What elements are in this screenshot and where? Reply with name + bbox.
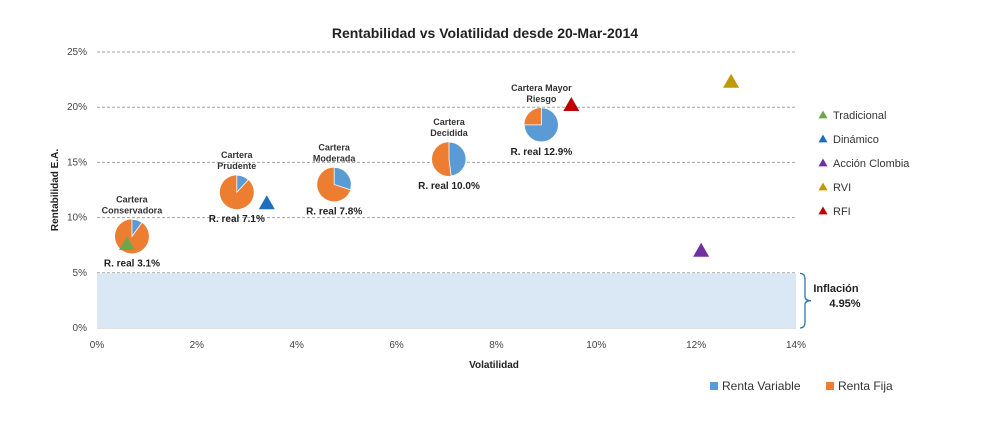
y-tick-label: 25% [67, 47, 87, 58]
y-tick-label: 15% [67, 157, 87, 168]
portfolio-name: Prudente [217, 161, 256, 171]
marker-rvi [723, 73, 740, 88]
legend-marker [818, 206, 828, 215]
series-markers [118, 73, 740, 257]
legend-label: Acción Clombia [833, 158, 910, 170]
pie-legend-label: Renta Fija [838, 379, 893, 393]
x-tick-label: 8% [489, 340, 504, 351]
marker-tradicional [118, 236, 135, 251]
x-tick-label: 10% [586, 340, 606, 351]
y-axis-label: Rentabilidad E.A. [50, 149, 61, 231]
y-tick-label: 10% [67, 213, 87, 224]
pie-legend-label: Renta Variable [722, 379, 801, 393]
marker-rfi [563, 96, 580, 111]
x-axis-label: Volatilidad [469, 360, 519, 371]
inflation-brace [799, 272, 812, 329]
portfolio-name: Cartera [116, 194, 149, 204]
legend-marker [818, 110, 828, 119]
x-tick-label: 6% [389, 340, 404, 351]
real-return-label: R. real 12.9% [511, 147, 573, 158]
y-tick-label: 5% [73, 268, 88, 279]
portfolio-name: Cartera [433, 117, 466, 127]
x-tick-label: 0% [90, 340, 105, 351]
portfolio-name: Moderada [313, 153, 357, 163]
portfolio-name: Decidida [430, 128, 469, 138]
marker-acción-clombia [693, 242, 710, 257]
portfolio-name: Cartera Mayor [511, 83, 572, 93]
legend-label: RVI [833, 182, 851, 194]
inflation-annotation: Inflación 4.95% [799, 272, 861, 329]
legend-label: Tradicional [833, 110, 886, 122]
y-tick-label: 0% [73, 323, 88, 334]
real-return-label: R. real 3.1% [104, 258, 160, 269]
inflation-label: Inflación [813, 283, 859, 295]
pie-slice-renta-variable [448, 141, 467, 177]
portfolio-name: Cartera [221, 150, 254, 160]
y-axis-ticks: 0% 5% 10% 15% 20% 25% [67, 47, 87, 334]
legend-marker [818, 134, 828, 143]
portfolio-name: Conservadora [102, 205, 164, 215]
pie-slice-renta-variable [523, 107, 559, 143]
chart-title: Rentabilidad vs Volatilidad desde 20-Mar… [332, 25, 638, 41]
pie-slice-renta-variable [333, 167, 352, 191]
pie-slice-renta-variable [236, 174, 250, 194]
portfolio-name: Riesgo [526, 94, 557, 104]
portfolio-name: Cartera [318, 142, 351, 152]
pie-slice-renta-variable [131, 218, 143, 238]
x-tick-label: 4% [289, 340, 304, 351]
real-return-label: R. real 7.8% [306, 206, 362, 217]
legend-label: Dinámico [833, 134, 879, 146]
legend: Tradicional Dinámico Acción Clombia RVI RFI [818, 110, 910, 218]
y-tick-label: 20% [67, 102, 87, 113]
x-tick-label: 14% [786, 340, 806, 351]
inflation-band [97, 273, 796, 328]
x-axis-ticks: 0% 2% 4% 6% 8% 10% 12% 14% [90, 340, 806, 351]
marker-dinámico [258, 195, 275, 210]
x-tick-label: 2% [190, 340, 205, 351]
pie-legend: Renta Variable Renta Fija [710, 379, 893, 393]
legend-marker [818, 182, 828, 191]
inflation-value: 4.95% [829, 298, 860, 310]
legend-label: RFI [833, 206, 851, 218]
real-return-label: R. real 10.0% [418, 181, 480, 192]
pie-legend-swatch [826, 382, 834, 390]
x-tick-label: 12% [686, 340, 706, 351]
pie-legend-swatch [710, 382, 718, 390]
real-return-label: R. real 7.1% [209, 214, 265, 225]
legend-marker [818, 158, 828, 167]
